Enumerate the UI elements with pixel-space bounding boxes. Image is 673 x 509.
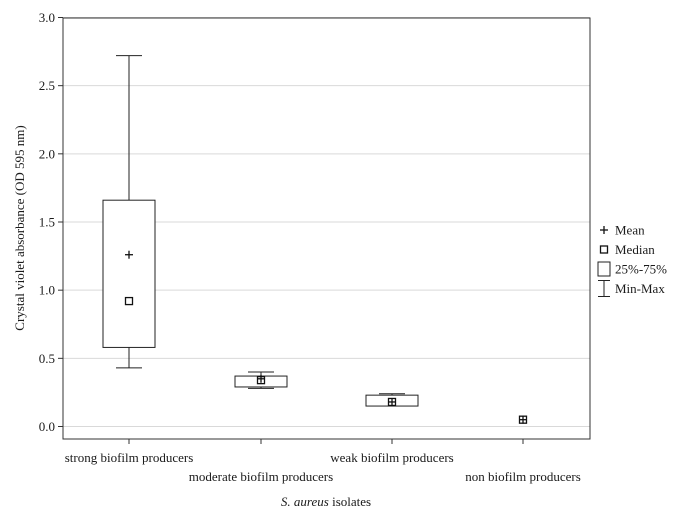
x-tick-label: strong biofilm producers [65,450,194,465]
legend-item: Mean [600,223,645,238]
legend-mean-symbol [600,226,608,234]
plot-frame [62,17,591,440]
legend-item: Min-Max [598,280,665,297]
y-tick-label: 3.0 [39,10,55,25]
y-tick-label: 1.5 [39,215,55,230]
box-group [234,371,288,389]
legend-label: 25%-75% [615,262,667,277]
legend-median-symbol [599,245,609,254]
mean-marker [519,415,527,424]
x-axis-label: S. aureus isolates [281,494,371,509]
mean-marker [257,374,265,383]
box-layer [102,55,528,424]
y-tick-label: 2.0 [39,146,55,161]
iqr-box [102,199,156,348]
axis-layer: 0.0 0.5 1.0 1.5 2.0 2.5 3.0 strong biofilm prod… [39,10,591,484]
y-tick-label: 0.5 [39,351,55,366]
x-axis-label-italic: S. aureus [281,494,329,509]
x-axis-label-rest: isolates [329,494,371,509]
mean-marker [388,397,396,406]
legend-label: Median [615,242,655,257]
mean-marker [125,250,133,259]
x-tick-label: non biofilm producers [465,469,581,484]
x-tick-label: weak biofilm producers [330,450,453,465]
x-tick-label: moderate biofilm producers [189,469,333,484]
box-group [365,393,419,407]
box-group [518,415,528,424]
median-marker [124,296,134,306]
y-tick-label: 1.0 [39,283,55,298]
legend: Mean Median 25%-75% Min-Max [597,223,667,297]
legend-box-symbol [597,261,611,277]
box-group [102,55,156,369]
legend-label: Mean [615,223,645,238]
y-tick-label: 2.5 [39,78,55,93]
legend-label: Min-Max [615,281,665,296]
y-tick-label: 0.0 [39,419,55,434]
legend-item: 25%-75% [597,261,667,277]
y-axis-label: Crystal violet absorbance (OD 595 nm) [12,125,27,330]
legend-item: Median [599,242,655,257]
